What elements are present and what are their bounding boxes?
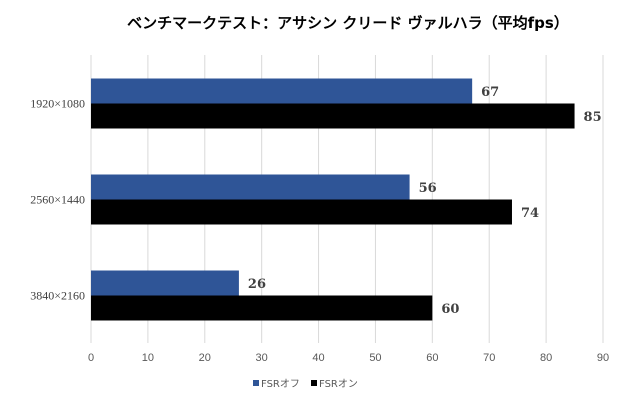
data-label: 26 <box>248 277 266 292</box>
bar-fsr-on <box>91 103 575 129</box>
bar-fsr-off <box>91 78 473 104</box>
x-tick-label: 0 <box>88 352 94 364</box>
legend-swatch <box>311 380 317 386</box>
x-tick-label: 70 <box>483 352 495 364</box>
legend-label: FSRオン <box>319 378 358 390</box>
category-label: 1920×1080 <box>30 97 85 111</box>
chart-title: ベンチマークテスト：アサシン クリード ヴァルハラ（平均fps） <box>127 14 569 32</box>
category-label: 3840×2160 <box>30 289 85 303</box>
bar-fsr-off <box>91 174 410 200</box>
bar-fsr-off <box>91 270 239 296</box>
data-label: 85 <box>584 110 602 125</box>
x-tick-label: 20 <box>199 352 211 364</box>
data-label: 67 <box>481 85 499 100</box>
x-tick-label: 50 <box>369 352 381 364</box>
x-tick-label: 30 <box>256 352 268 364</box>
data-label: 74 <box>521 206 539 221</box>
data-label: 60 <box>441 302 459 317</box>
legend-label: FSRオフ <box>261 378 300 390</box>
data-label: 56 <box>419 181 437 196</box>
bar-fsr-on <box>91 199 512 225</box>
x-tick-label: 40 <box>312 352 324 364</box>
bar-fsr-on <box>91 295 433 321</box>
legend-swatch <box>253 380 259 386</box>
category-label: 2560×1440 <box>30 193 85 207</box>
x-tick-label: 10 <box>142 352 154 364</box>
x-tick-label: 80 <box>540 352 552 364</box>
x-tick-label: 90 <box>597 352 609 364</box>
x-tick-label: 60 <box>426 352 438 364</box>
